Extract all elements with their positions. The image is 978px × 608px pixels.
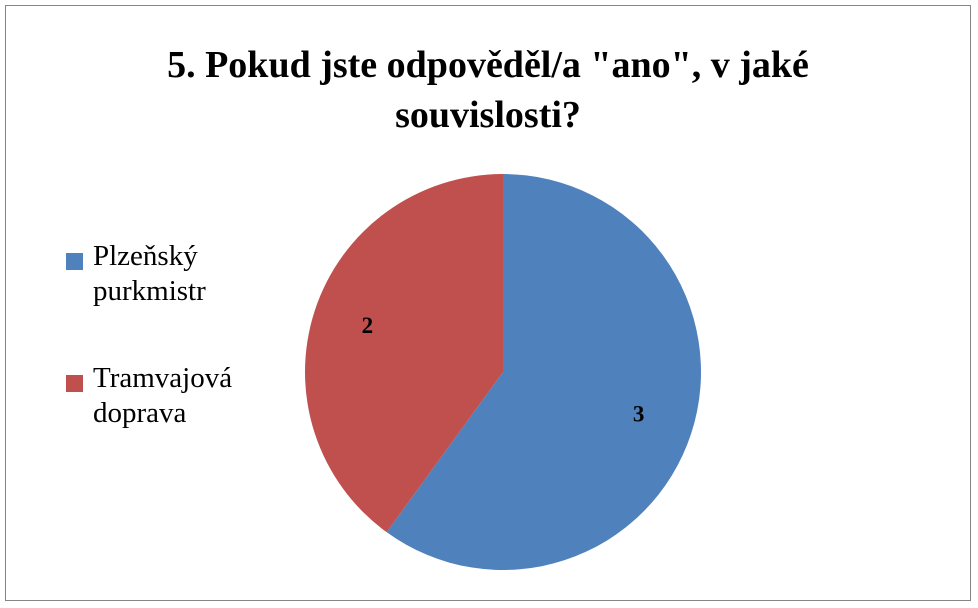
data-label-tramvajova-doprava: 2 bbox=[362, 313, 374, 338]
pie-slice-tramvajova-doprava bbox=[305, 174, 503, 533]
legend: Plzeňský purkmistr Tramvajová doprava bbox=[66, 239, 293, 483]
legend-label-line-1: Plzeňský bbox=[93, 240, 198, 272]
chart-title-line-1: 5. Pokud jste odpověděl/a "ano", v jaké bbox=[167, 44, 809, 86]
legend-label-line-2: purkmistr bbox=[93, 275, 206, 307]
data-label-plzensky-purkmistr: 3 bbox=[633, 401, 645, 426]
chart-title-line-2: souvislosti? bbox=[395, 94, 581, 136]
legend-label-line-1: Tramvajová bbox=[93, 362, 233, 394]
legend-entry-tramvajova-doprava: Tramvajová doprava bbox=[66, 361, 293, 431]
legend-entry-plzensky-purkmistr: Plzeňský purkmistr bbox=[66, 239, 293, 309]
legend-swatch-plzensky-purkmistr bbox=[66, 253, 83, 270]
legend-swatch-tramvajova-doprava bbox=[66, 375, 83, 392]
legend-label-line-2: doprava bbox=[93, 397, 187, 429]
chart-title: 5. Pokud jste odpověděl/a "ano", v jaké … bbox=[6, 40, 970, 140]
pie-slice-plzensky-purkmistr bbox=[386, 174, 701, 570]
